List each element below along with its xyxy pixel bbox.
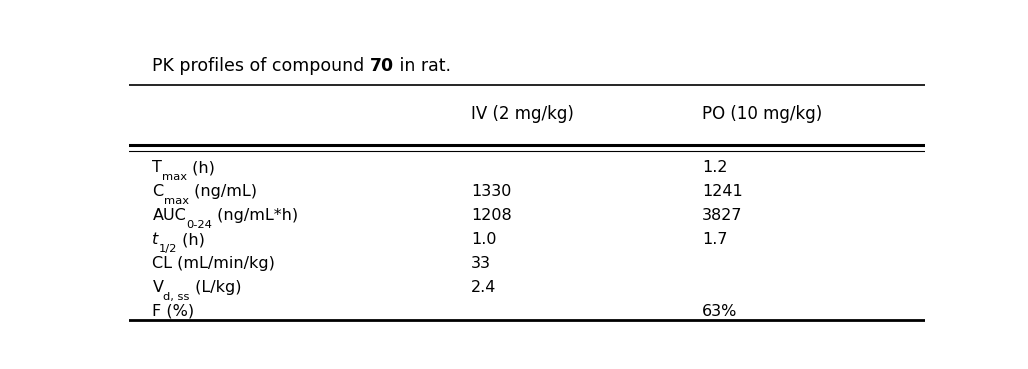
- Text: AUC: AUC: [152, 208, 186, 223]
- Text: IV (2 mg/kg): IV (2 mg/kg): [471, 105, 574, 123]
- Text: in rat.: in rat.: [395, 57, 451, 75]
- Text: 33: 33: [471, 256, 491, 271]
- Text: 70: 70: [370, 57, 395, 75]
- Text: 3827: 3827: [702, 208, 742, 223]
- Text: (ng/mL*h): (ng/mL*h): [212, 208, 298, 223]
- Text: t: t: [152, 232, 158, 247]
- Text: 1/2: 1/2: [158, 244, 177, 254]
- Text: 0-24: 0-24: [186, 220, 212, 230]
- Text: T: T: [152, 161, 162, 175]
- Text: C: C: [152, 184, 163, 199]
- Text: 1.2: 1.2: [702, 161, 728, 175]
- Text: 1208: 1208: [471, 208, 512, 223]
- Text: (ng/mL): (ng/mL): [188, 184, 257, 199]
- Text: max: max: [163, 196, 188, 206]
- Text: 1.0: 1.0: [471, 232, 497, 247]
- Text: PO (10 mg/kg): PO (10 mg/kg): [702, 105, 822, 123]
- Text: (L/kg): (L/kg): [190, 280, 242, 295]
- Text: 1330: 1330: [471, 184, 512, 199]
- Text: 1.7: 1.7: [702, 232, 728, 247]
- Text: d, ss: d, ss: [163, 292, 190, 301]
- Text: 2.4: 2.4: [471, 280, 497, 295]
- Text: 63%: 63%: [702, 304, 737, 319]
- Text: (h): (h): [187, 161, 215, 175]
- Text: CL (mL/min/kg): CL (mL/min/kg): [152, 256, 276, 271]
- Text: V: V: [152, 280, 163, 295]
- Text: F (%): F (%): [152, 304, 194, 319]
- Text: PK profiles of compound: PK profiles of compound: [152, 57, 370, 75]
- Text: (h): (h): [177, 232, 205, 247]
- Text: max: max: [162, 172, 187, 182]
- Text: 1241: 1241: [702, 184, 743, 199]
